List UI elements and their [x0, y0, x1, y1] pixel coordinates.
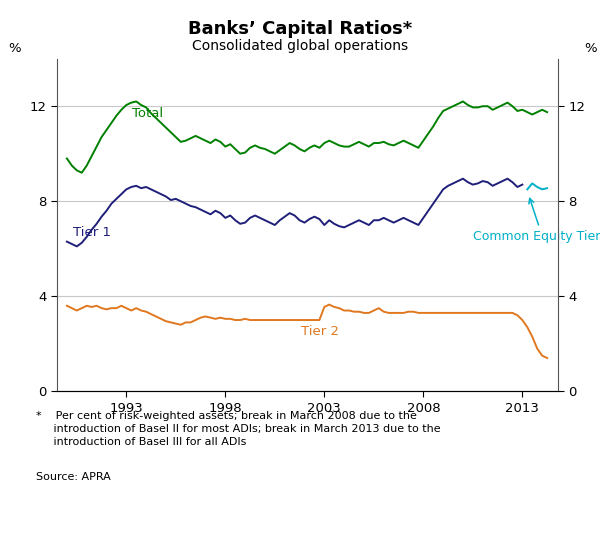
Text: Tier 2: Tier 2 — [301, 325, 338, 338]
Text: Common Equity Tier 1: Common Equity Tier 1 — [473, 198, 600, 243]
Text: Banks’ Capital Ratios*: Banks’ Capital Ratios* — [188, 20, 412, 37]
Text: %: % — [8, 42, 21, 55]
Text: Source: APRA: Source: APRA — [36, 472, 111, 482]
Text: %: % — [584, 42, 597, 55]
Text: Tier 1: Tier 1 — [73, 226, 111, 239]
Text: *    Per cent of risk-weighted assets; break in March 2008 due to the
     intro: * Per cent of risk-weighted assets; brea… — [36, 411, 440, 447]
Text: Total: Total — [132, 107, 163, 120]
Text: Consolidated global operations: Consolidated global operations — [192, 39, 408, 53]
